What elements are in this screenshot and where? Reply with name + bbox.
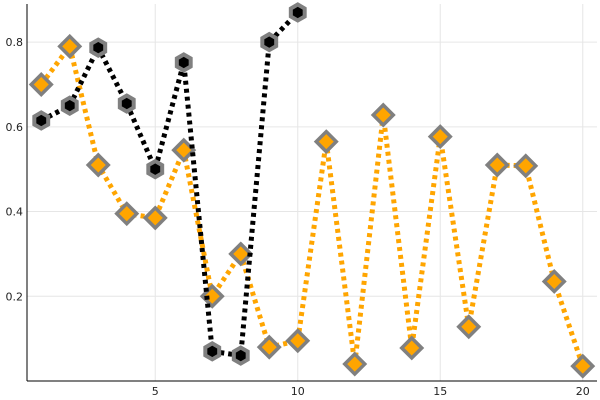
series-2 [28, 33, 596, 379]
series-2-point [427, 124, 453, 150]
x-tick-label: 15 [433, 385, 447, 398]
series-1-point [60, 95, 79, 116]
y-tick-label: 0.4 [6, 206, 24, 219]
series-1-point [32, 110, 51, 131]
series-2-point [142, 205, 168, 231]
axes [26, 4, 597, 382]
series-1-point [174, 52, 193, 73]
series-2-point [456, 314, 482, 340]
series-2-point [114, 201, 140, 227]
series-1-point [260, 31, 279, 53]
series-2-point [570, 353, 596, 379]
series-2-point [399, 335, 425, 361]
series-2-point [256, 334, 282, 360]
series-2-point [28, 72, 54, 97]
series-2-point [370, 102, 396, 128]
y-tick-label: 0.6 [6, 121, 24, 134]
series-2-point [57, 33, 83, 59]
x-tick-label: 10 [291, 385, 305, 398]
series-1-point [117, 93, 136, 114]
series-2-point [541, 268, 567, 294]
series-2-point [228, 241, 254, 267]
series-2-point [171, 137, 197, 163]
series-1-point [203, 341, 222, 362]
series-2-point [313, 129, 339, 155]
series-2-line [39, 43, 586, 367]
series-1-line [40, 10, 300, 359]
series-1-point [89, 37, 108, 58]
series-2-point [513, 153, 539, 179]
y-tick-label: 0.2 [6, 290, 24, 303]
series-2-point [484, 152, 510, 178]
tick-labels: 5 10 15 20 0.2 0.4 0.6 0.8 [6, 36, 590, 398]
series-2-point [285, 328, 311, 354]
series-1-point [288, 2, 307, 23]
series-group [28, 2, 596, 379]
series-2-point [85, 152, 111, 178]
series-2-point [342, 351, 368, 377]
x-tick-label: 20 [576, 385, 590, 398]
y-tick-label: 0.8 [6, 36, 24, 49]
x-tick-label: 5 [152, 385, 159, 398]
series-1 [32, 2, 307, 366]
series-1-point [146, 158, 165, 180]
series-1-point [231, 345, 250, 366]
